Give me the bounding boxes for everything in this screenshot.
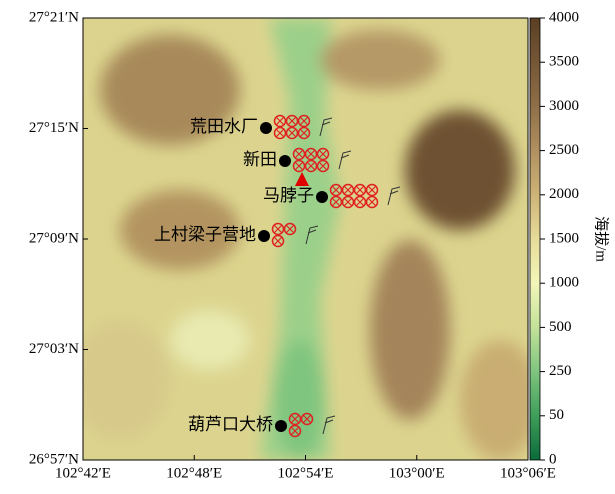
x-tick-label: 102°48′E [166, 465, 222, 481]
station-label: 上村梁子营地 [154, 225, 256, 244]
y-tick-label: 27°09′N [29, 230, 79, 246]
station-dot [279, 155, 291, 167]
station-dot [316, 191, 328, 203]
station-label: 马脖子 [263, 186, 314, 205]
station-label: 葫芦口大桥 [188, 415, 273, 434]
colorbar-tick-label: 4000 [549, 9, 579, 25]
colorbar-tick-label: 2000 [549, 186, 579, 202]
map-figure: 海拔/m 102°42′E 102°48′E 102°54′E 103°00′E 103… [0, 0, 615, 489]
colorbar-tick-label: 0 [549, 451, 557, 467]
colorbar [530, 18, 540, 460]
terrain [70, 18, 540, 460]
station-dot [260, 122, 272, 134]
x-tick-label: 103°00′E [389, 465, 445, 481]
colorbar-tick-label: 50 [549, 407, 564, 423]
colorbar-tick-label: 500 [549, 319, 572, 335]
y-tick-label: 26°57′N [29, 451, 79, 467]
colorbar-title: 海拔/m [593, 216, 610, 262]
station-dot [258, 230, 270, 242]
x-tick-label: 102°42′E [55, 465, 111, 481]
station-dot [275, 420, 287, 432]
station-label: 荒田水厂 [190, 117, 258, 136]
colorbar-tick-label: 1500 [549, 230, 579, 246]
y-tick-label: 27°15′N [29, 120, 79, 136]
colorbar-tick-label: 2500 [549, 142, 579, 158]
x-tick-label: 103°06′E [500, 465, 556, 481]
colorbar-tick-label: 1000 [549, 275, 579, 291]
colorbar-tick-label: 3500 [549, 54, 579, 70]
y-tick-label: 27°21′N [29, 9, 79, 25]
colorbar-tick-label: 3000 [549, 98, 579, 114]
colorbar-tick-label: 250 [549, 363, 572, 379]
y-tick-label: 27°03′N [29, 341, 79, 357]
x-tick-label: 102°54′E [278, 465, 334, 481]
station-label: 新田 [243, 150, 277, 169]
